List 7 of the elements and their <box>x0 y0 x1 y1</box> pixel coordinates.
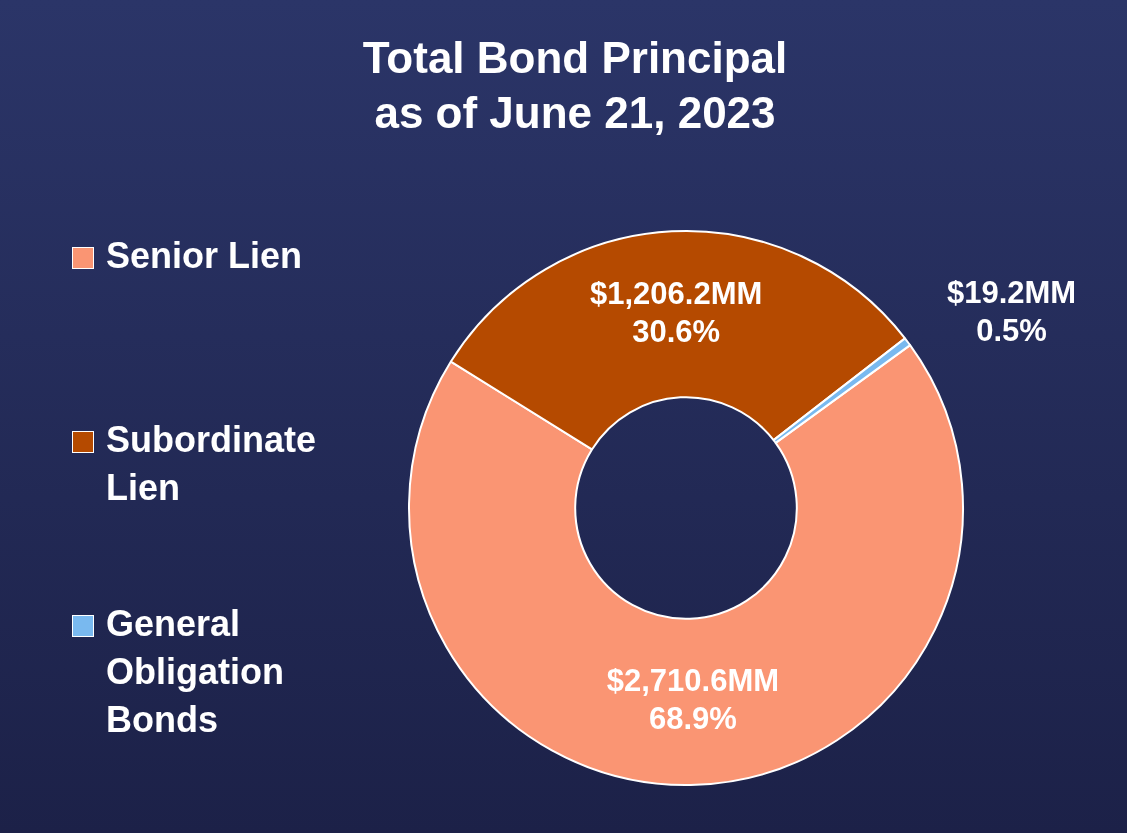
legend-label: Subordinate Lien <box>106 418 317 510</box>
data-label: $1,206.2MM 30.6% <box>589 275 763 349</box>
data-label: $2,710.6MM 68.9% <box>606 663 780 737</box>
data-label: $19.2MM 0.5% <box>946 275 1077 349</box>
legend-label: Senior Lien <box>106 234 303 278</box>
legend-label: General Obligation Bonds <box>106 602 285 742</box>
chart-title: Total Bond Principal as of June 21, 2023 <box>361 32 789 139</box>
